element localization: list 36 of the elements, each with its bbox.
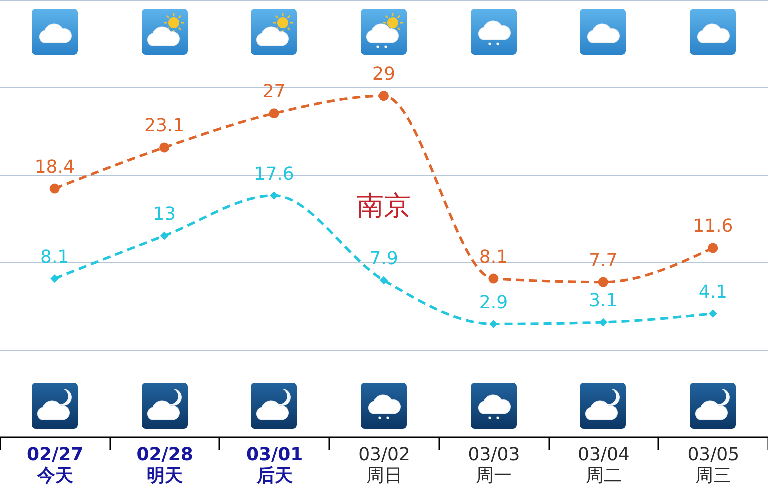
data-label: 18.4	[34, 156, 75, 178]
point	[50, 184, 60, 194]
point	[599, 318, 608, 327]
annotation: 南京	[357, 191, 411, 222]
x-tick-label: 03/04 周二	[578, 444, 630, 486]
x-tick-label: 02/28 明天	[136, 444, 194, 486]
data-label: 2.9	[479, 292, 508, 314]
x-tick-label: 03/01 后天	[246, 444, 304, 486]
point	[379, 91, 389, 102]
data-label: 7.9	[370, 248, 398, 270]
data-label: 29	[372, 64, 396, 86]
point	[488, 274, 499, 284]
point	[160, 232, 169, 240]
point	[270, 192, 278, 200]
x-tick-label: 03/05 周三	[688, 444, 740, 486]
point	[490, 320, 498, 328]
x-tick-label: 02/27 今天	[27, 444, 84, 486]
data-label: 23.1	[144, 116, 185, 137]
point	[708, 310, 718, 318]
data-label: 8.1	[40, 246, 70, 268]
data-label: 3.1	[589, 290, 618, 312]
point	[380, 276, 388, 285]
data-label: 17.6	[254, 164, 294, 185]
data-label: 27	[262, 82, 286, 103]
point	[598, 277, 608, 288]
x-tick-label: 03/03 周一	[468, 444, 520, 486]
x-tick-label: 03/02 周日	[358, 444, 410, 486]
point	[269, 108, 280, 119]
point	[708, 243, 718, 254]
data-label: 8.1	[479, 246, 508, 268]
data-label: 4.1	[698, 282, 728, 303]
data-label: 7.7	[589, 250, 618, 272]
data-label: 13	[153, 204, 176, 225]
point	[50, 274, 60, 283]
data-label: 11.6	[693, 216, 734, 238]
point	[160, 142, 170, 153]
